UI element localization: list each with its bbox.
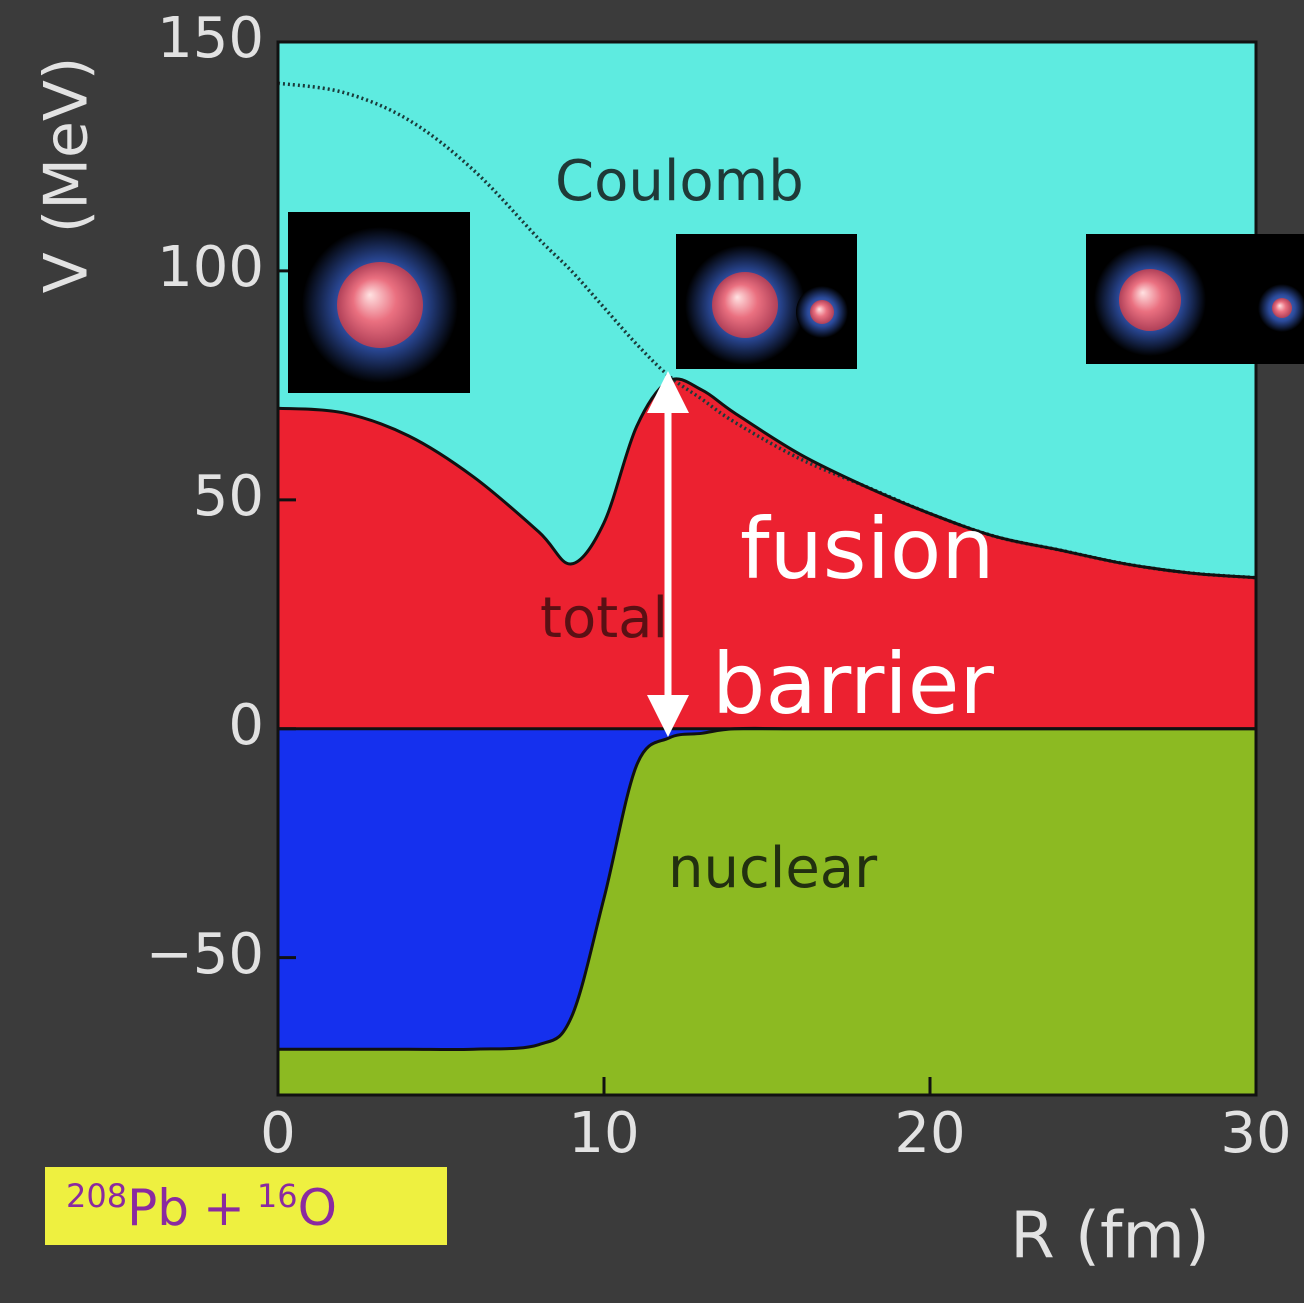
y-tick-label: 0 — [228, 693, 264, 758]
element: Pb — [127, 1179, 189, 1237]
page: {"chart_data": {"type": "potential", "x"… — [0, 0, 1304, 1303]
element: O — [298, 1179, 337, 1237]
series-label: total — [540, 586, 668, 651]
y-tick-label: −50 — [146, 922, 264, 987]
nucleus-single — [288, 212, 470, 393]
y-tick-label: 50 — [193, 464, 264, 529]
y-tick-label: 100 — [157, 235, 264, 300]
y-axis-label: V (MeV) — [32, 57, 102, 294]
barrier-label: fusion — [740, 500, 995, 598]
nucleus-separated — [1086, 234, 1304, 364]
series-label: Coulomb — [555, 149, 804, 214]
x-tick-label: 20 — [894, 1101, 965, 1166]
barrier-label: barrier — [712, 635, 994, 733]
chart: −50 0 50 100 150 0 10 20 30 fusion barrier Coulo… — [0, 0, 1304, 1303]
y-tick-label: 150 — [157, 6, 264, 71]
plus: + — [203, 1179, 245, 1237]
x-tick-label: 0 — [260, 1101, 296, 1166]
mass-number: 16 — [257, 1177, 298, 1215]
series-label: nuclear — [668, 836, 878, 901]
x-tick-label: 30 — [1220, 1101, 1291, 1166]
mass-number: 208 — [66, 1177, 127, 1215]
x-axis-label: R (fm) — [1010, 1200, 1210, 1274]
x-tick-label: 10 — [568, 1101, 639, 1166]
nucleus-touching — [676, 234, 857, 369]
